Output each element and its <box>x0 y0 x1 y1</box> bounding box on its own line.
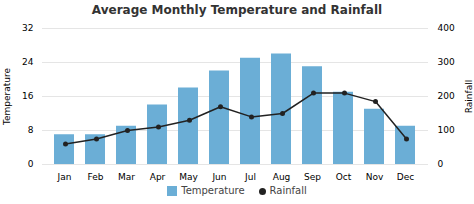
svg-text:Rainfall: Rainfall <box>464 80 474 113</box>
svg-text:Aug: Aug <box>273 172 291 182</box>
svg-text:32: 32 <box>22 23 33 33</box>
svg-text:Feb: Feb <box>88 172 104 182</box>
svg-text:Mar: Mar <box>118 172 135 182</box>
svg-text:Jun: Jun <box>211 172 226 182</box>
svg-text:Apr: Apr <box>150 172 166 182</box>
svg-text:May: May <box>179 172 198 182</box>
svg-text:Dec: Dec <box>397 172 414 182</box>
svg-text:0: 0 <box>438 159 444 169</box>
html-text:Temperature: Temperature <box>181 185 245 196</box>
svg-text:Sep: Sep <box>304 172 321 182</box>
svg-text:24: 24 <box>22 57 34 67</box>
svg-text:0: 0 <box>28 159 34 169</box>
html-text:Average Monthly Temperature an: Average Monthly Temperature and Rainfall <box>91 3 383 17</box>
svg-text:100: 100 <box>438 125 455 135</box>
svg-text:Temperature: Temperature <box>2 68 12 126</box>
svg-text:400: 400 <box>438 23 455 33</box>
svg-text:Jan: Jan <box>57 172 72 182</box>
svg-text:Nov: Nov <box>366 172 384 182</box>
svg-text:300: 300 <box>438 57 455 67</box>
svg-text:16: 16 <box>22 91 34 101</box>
svg-text:Jul: Jul <box>244 172 256 182</box>
svg-text:8: 8 <box>28 125 34 135</box>
svg-text:Oct: Oct <box>336 172 352 182</box>
html-text:Rainfall: Rainfall <box>269 185 307 196</box>
svg-text:200: 200 <box>438 91 455 101</box>
